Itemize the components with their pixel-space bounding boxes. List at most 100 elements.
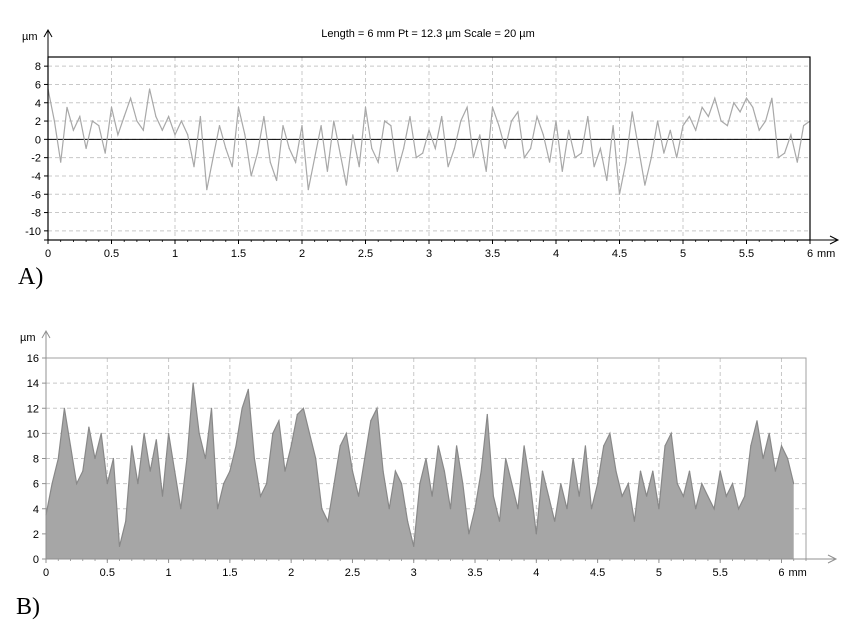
profile-point [290, 445, 292, 447]
profile-point [217, 508, 219, 510]
y-tick-label: 10 [27, 428, 39, 440]
profile-point [492, 495, 494, 497]
x-tick-label: 0 [45, 248, 51, 260]
x-unit-label: mm [817, 248, 835, 260]
profile-point [282, 125, 284, 127]
y-axis-arrow [43, 28, 53, 38]
profile-point [780, 445, 783, 447]
profile-point [453, 147, 455, 150]
profile-point [480, 470, 482, 472]
y-tick-label: 16 [27, 353, 39, 365]
profile-point [765, 120, 767, 122]
profile-point [106, 483, 108, 485]
profile-point [574, 157, 576, 159]
profile-point [434, 147, 436, 150]
chart-header: Length = 6 mm Pt = 12.3 µm Scale = 20 µm [321, 28, 535, 40]
profile-point [149, 88, 151, 90]
profile-point [584, 445, 587, 447]
profile-point [98, 125, 100, 127]
profile-point [198, 432, 200, 434]
profile-point [560, 483, 562, 485]
profile-point [787, 457, 789, 460]
profile-point [756, 420, 758, 422]
profile-point [504, 147, 506, 150]
profile-point [707, 495, 709, 497]
profile-point [542, 134, 544, 136]
profile-point [307, 189, 309, 191]
profile-point [695, 129, 697, 131]
x-tick-label: 1.5 [231, 248, 246, 260]
profile-point [91, 120, 93, 122]
y-tick-label: 6 [33, 479, 39, 491]
profile-point [713, 508, 715, 510]
profile-point [314, 157, 316, 159]
profile-point [301, 125, 303, 127]
x-tick-label: 1 [172, 248, 178, 260]
profile-point [231, 166, 233, 168]
profile-point [491, 106, 494, 108]
profile-point [419, 483, 421, 485]
profile-point [460, 120, 462, 122]
profile-point [388, 508, 390, 510]
profile-point [510, 120, 513, 122]
profile-point [578, 495, 580, 497]
profile-point [212, 157, 214, 159]
profile-point [321, 508, 323, 510]
x-tick-label: 4.5 [590, 567, 605, 579]
profile-point [676, 483, 678, 485]
y-tick-label: 6 [35, 79, 41, 91]
profile-point [149, 470, 151, 472]
y-tick-label: 14 [27, 378, 39, 390]
y-tick-label: 0 [33, 554, 39, 566]
profile-point [468, 533, 470, 535]
profile-point [187, 134, 189, 136]
profile-point [511, 483, 513, 485]
profile-point [658, 508, 660, 510]
profile-point [229, 470, 231, 472]
profile-point [486, 413, 488, 416]
profile-point [339, 445, 341, 447]
y-tick-label: -8 [31, 208, 41, 220]
profile-point [69, 445, 72, 447]
profile-point [752, 106, 754, 108]
panel-b-profile-chart: 0 2 4 6 8 10 12 14 16 0 0.5 1 1.5 2 2.5 3 3.5 4 4.5 5 5.5 6 µm… [16, 329, 838, 620]
profile-point [554, 520, 556, 522]
profile-point [131, 445, 133, 447]
profile-point [161, 495, 164, 497]
y-tick-label: -10 [25, 226, 41, 238]
profile-point [657, 120, 659, 122]
profile-point [364, 457, 366, 460]
profile-point [590, 508, 593, 510]
profile-point [225, 147, 227, 150]
profile-point [456, 445, 458, 447]
profile-point [72, 129, 74, 131]
profile-point [51, 483, 53, 485]
profile-point [161, 129, 163, 131]
profile-point [425, 457, 427, 460]
profile-point [790, 134, 792, 136]
profile-point [707, 115, 710, 118]
profile-point [94, 457, 96, 460]
x-tick-label: 4 [553, 248, 559, 260]
x-unit-label: mm [788, 567, 806, 579]
profile-point [644, 184, 646, 186]
profile-point [345, 432, 347, 434]
x-axis-arrow [827, 554, 838, 564]
y-tick-label: -4 [31, 171, 41, 183]
profile-point [210, 407, 213, 409]
x-tick-label: 5 [656, 567, 662, 579]
profile-point [104, 152, 106, 154]
profile-point [437, 445, 439, 447]
profile-point [57, 457, 59, 460]
profile-point [682, 495, 685, 497]
profile-point [370, 420, 372, 422]
profile-point [472, 157, 474, 159]
y-tick-label: 2 [33, 529, 39, 541]
panel-label: A) [18, 264, 43, 290]
x-tick-label: 3 [411, 567, 417, 579]
profile-point [266, 483, 268, 485]
x-tick-label: 3 [426, 248, 432, 260]
profile-point [364, 106, 367, 108]
profile-point [390, 125, 392, 127]
profile-point [535, 533, 537, 535]
